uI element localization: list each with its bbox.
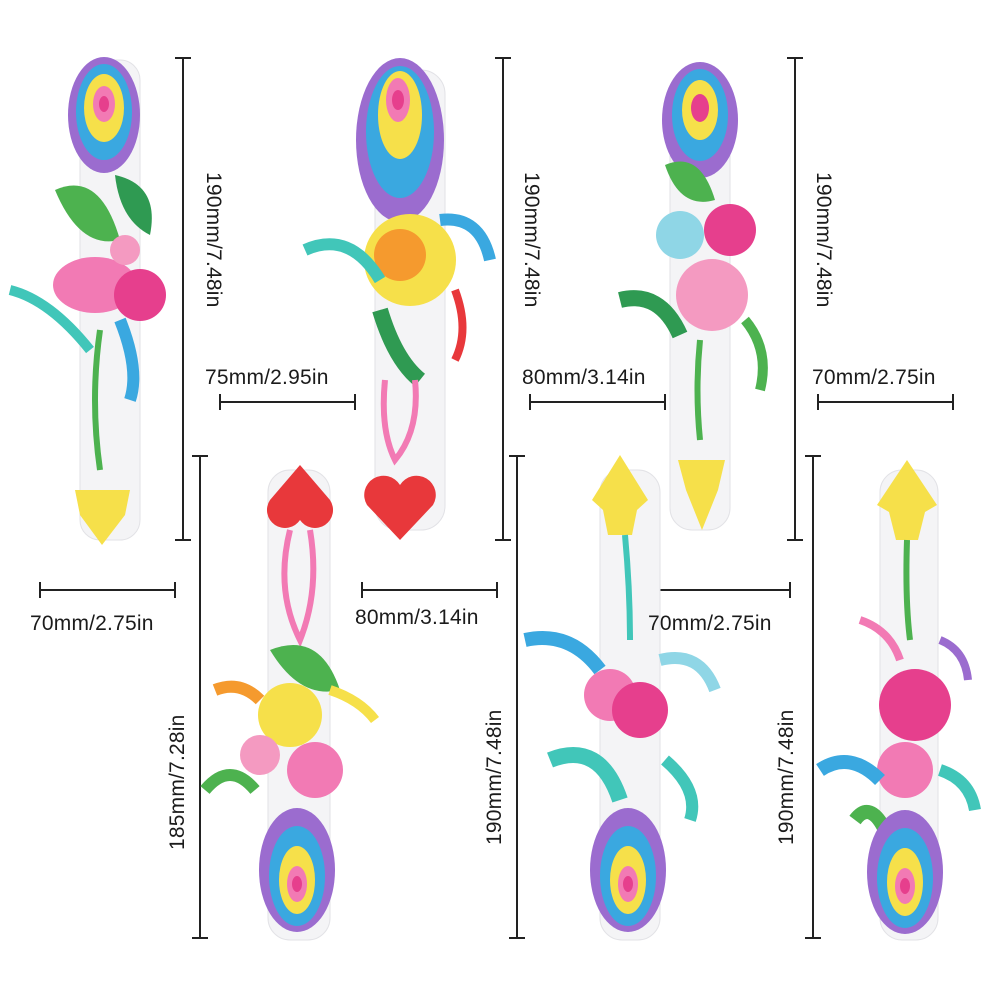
height-label-1: 190mm/7.48in [202, 172, 225, 308]
bookmark-3 [618, 62, 768, 531]
width-label-4: 80mm/3.14in [355, 606, 479, 629]
width-label-6: 70mm/2.75in [812, 366, 936, 389]
height-label-2: 190mm/7.48in [520, 172, 543, 308]
height-label-4: 185mm/7.28in [166, 714, 189, 850]
width-label-5: 70mm/2.75in [648, 612, 772, 635]
width-label-3: 80mm/3.14in [522, 366, 646, 389]
width-label-2: 75mm/2.95in [205, 366, 329, 389]
height-label-5: 190mm/7.48in [483, 709, 506, 845]
dimension-lines [39, 57, 954, 939]
height-label-3: 190mm/7.48in [812, 172, 835, 308]
bookmark-2 [302, 58, 496, 540]
height-label-6: 190mm/7.48in [775, 709, 798, 845]
bookmark-4 [200, 465, 379, 941]
bookmark-6 [816, 460, 981, 941]
bookmark-5 [523, 455, 721, 941]
width-label-1: 70mm/2.75in [30, 612, 154, 635]
